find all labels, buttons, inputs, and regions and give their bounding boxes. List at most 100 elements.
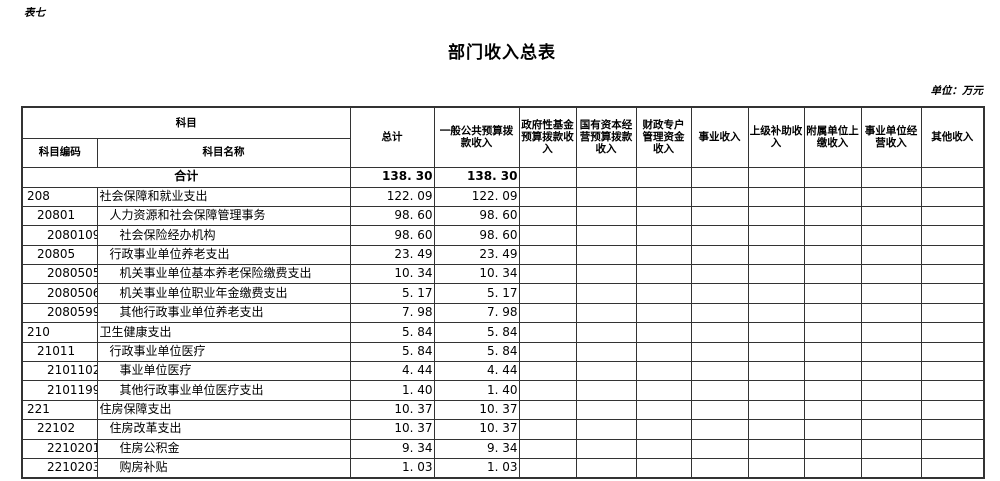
subject-name-cell: 卫生健康支出 [96,322,351,343]
subject-code-cell: 20801 [21,205,98,227]
value-cell [920,302,985,324]
value-cell [690,361,749,382]
value-cell: 10. 34 [433,264,520,285]
value-cell [747,225,805,246]
value-cell: 98. 60 [433,205,520,227]
value-cell: 98. 60 [349,225,435,246]
value-cell [860,186,922,207]
value-cell [575,380,637,401]
table-row: 208 社会保障和就业支出 122. 09 122. 09 [21,186,985,207]
value-cell: 9. 34 [349,438,435,459]
value-cell: 4. 44 [349,361,435,382]
value-cell [803,457,862,479]
value-cell [635,264,692,285]
value-cell [747,341,805,363]
value-cell [920,341,985,363]
subject-name-cell: 社会保障和就业支出 [96,186,351,207]
value-cell [635,186,692,207]
value-cell [575,205,637,227]
value-cell [860,399,922,421]
value-cell [518,361,577,382]
value-cell [747,438,805,459]
value-cell [575,322,637,343]
value-cell: 7. 98 [433,302,520,324]
table-row: 2210201 住房公积金 9. 34 9. 34 [21,438,985,459]
value-cell [518,186,577,207]
subject-name-cell: 行政事业单位医疗 [96,341,351,363]
value-cell: 5. 84 [349,341,435,363]
value-cell [518,457,577,479]
value-cell: 10. 37 [433,419,520,440]
value-cell: 5. 84 [433,322,520,343]
value-cell [575,419,637,440]
value-cell [747,457,805,479]
value-cell [690,244,749,266]
subject-name-cell: 住房改革支出 [96,419,351,440]
value-cell [635,244,692,266]
value-cell [635,283,692,304]
table-row: 221 住房保障支出 10. 37 10. 37 [21,399,985,421]
subject-code-cell: 208 [21,186,98,207]
value-cell [860,341,922,363]
value-cell [518,399,577,421]
subject-name-cell: 其他行政事业单位医疗支出 [96,380,351,401]
value-cell [690,302,749,324]
value-cell: 23. 49 [349,244,435,266]
value-cell [690,264,749,285]
value-cell [803,438,862,459]
value-cell [635,205,692,227]
table-body: 合计 138. 30 138. 30 208 社会保障和就业支出 122. 09 1… [21,166,985,479]
value-cell [747,302,805,324]
value-cell [747,166,805,188]
value-cell [635,166,692,188]
value-cell [690,438,749,459]
value-cell: 7. 98 [349,302,435,324]
subject-code-cell: 2101199 [21,380,98,401]
value-cell [575,399,637,421]
value-cell [920,166,985,188]
value-cell [803,205,862,227]
value-cell [803,341,862,363]
subject-code-cell: 210 [21,322,98,343]
value-cell [690,186,749,207]
value-cell [690,457,749,479]
value-cell [860,438,922,459]
value-cell [518,166,577,188]
value-cell [575,457,637,479]
value-cell [803,166,862,188]
value-cell [635,302,692,324]
value-cell [920,283,985,304]
header-row-2: 科目编码 科目名称 [21,137,984,168]
subject-code-cell: 2210201 [21,438,98,459]
value-cell [690,166,749,188]
value-cell [803,225,862,246]
value-cell [635,457,692,479]
value-cell [860,205,922,227]
unit-note: 单位：万元 [930,85,984,97]
value-cell [575,244,637,266]
value-cell [518,225,577,246]
column-header-0: 总计 [349,106,435,168]
subject-name-cell: 社会保险经办机构 [96,225,351,246]
value-cell [575,264,637,285]
subject-name-cell: 住房保障支出 [96,399,351,421]
value-cell [635,361,692,382]
value-cell [747,244,805,266]
column-header-2: 政府性基金预算拨款收入 [518,106,577,168]
total-label-cell: 合计 [21,166,351,188]
value-cell [803,302,862,324]
value-cell [635,399,692,421]
value-cell: 1. 40 [349,380,435,401]
table-row: 2101199 其他行政事业单位医疗支出 1. 40 1. 40 [21,380,985,401]
value-cell [860,302,922,324]
column-header-4: 财政专户管理资金收入 [635,106,692,168]
value-cell [635,438,692,459]
value-cell [747,283,805,304]
value-cell [575,302,637,324]
page-title: 部门收入总表 [448,43,556,63]
value-cell [803,380,862,401]
subject-name-cell: 行政事业单位养老支出 [96,244,351,266]
value-cell [920,225,985,246]
subject-name-cell: 机关事业单位职业年金缴费支出 [96,283,351,304]
value-cell [575,225,637,246]
